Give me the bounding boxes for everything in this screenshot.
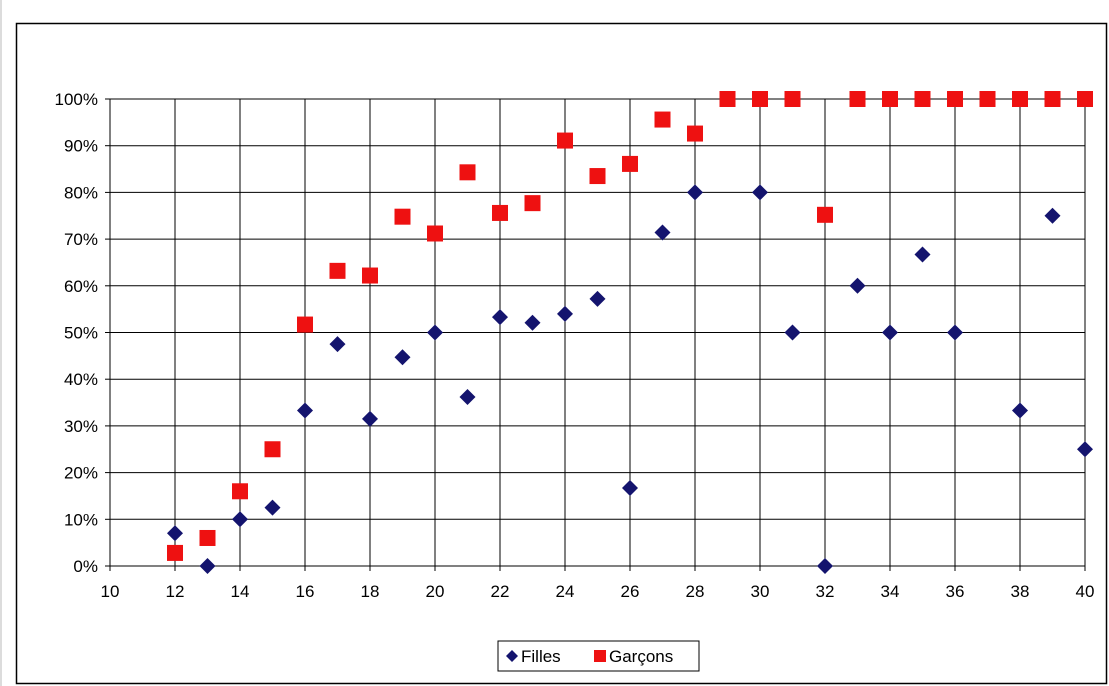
x-tick-label: 28 — [686, 582, 705, 601]
legend-label: Filles — [521, 647, 561, 666]
data-point — [849, 277, 866, 294]
x-tick-label: 22 — [491, 582, 510, 601]
data-point — [654, 111, 671, 128]
y-tick-label: 20% — [64, 464, 98, 483]
x-tick-label: 18 — [361, 582, 380, 601]
data-point — [882, 324, 898, 341]
data-point — [394, 349, 411, 366]
y-tick-label: 90% — [64, 137, 98, 156]
data-point — [459, 164, 476, 181]
x-tick-label: 36 — [946, 582, 965, 601]
data-point — [654, 224, 671, 241]
data-point — [232, 483, 248, 500]
data-point — [719, 91, 736, 107]
data-point — [427, 225, 443, 242]
x-axis-ticks: 10 12 14 16 18 20 22 24 26 28 30 32 34 36 38 40 — [101, 566, 1095, 601]
x-tick-label: 10 — [101, 582, 120, 601]
x-tick-label: 32 — [816, 582, 835, 601]
data-point — [589, 290, 606, 307]
legend-marker — [594, 650, 606, 662]
x-tick-label: 34 — [881, 582, 900, 601]
data-point — [1012, 91, 1028, 107]
x-tick-label: 40 — [1076, 582, 1095, 601]
series-filles — [167, 184, 1093, 574]
legend-marker — [506, 650, 518, 662]
x-tick-label: 14 — [231, 582, 250, 601]
data-point — [817, 206, 833, 223]
data-point — [264, 441, 281, 458]
data-point — [1044, 91, 1061, 107]
y-tick-label: 80% — [64, 183, 98, 202]
y-tick-label: 40% — [64, 370, 98, 389]
data-point — [524, 195, 541, 212]
legend-label: Garçons — [609, 647, 673, 666]
y-tick-label: 10% — [64, 510, 98, 529]
data-point — [784, 324, 801, 341]
y-tick-label: 30% — [64, 417, 98, 436]
y-tick-label: 70% — [64, 230, 98, 249]
chart-area-border — [15, 22, 1108, 685]
data-point — [394, 208, 411, 225]
data-point — [1077, 91, 1093, 107]
x-tick-label: 30 — [751, 582, 770, 601]
data-point — [492, 309, 508, 326]
series-garcons — [167, 91, 1093, 561]
data-point — [914, 246, 931, 263]
data-point — [297, 402, 313, 419]
series-layer — [167, 91, 1093, 574]
data-point — [167, 544, 183, 561]
x-tick-label: 26 — [621, 582, 640, 601]
x-tick-label: 20 — [426, 582, 445, 601]
x-tick-label: 24 — [556, 582, 575, 601]
data-point — [979, 91, 996, 107]
data-point — [1012, 402, 1028, 419]
data-point — [687, 125, 703, 142]
data-point — [199, 529, 216, 546]
data-point — [492, 204, 508, 221]
data-point — [784, 91, 801, 107]
data-point — [817, 558, 833, 574]
y-axis-ticks: 0% 10% 20% 30% 40% 50% 60% 70% 80% 90% 100% — [55, 90, 110, 576]
data-point — [589, 168, 606, 185]
data-point — [622, 480, 638, 497]
data-point — [752, 184, 768, 201]
legend-items: Filles Garçons — [506, 647, 673, 666]
data-point — [1077, 441, 1093, 458]
data-point — [752, 91, 768, 107]
y-tick-label: 60% — [64, 277, 98, 296]
data-point — [947, 91, 963, 107]
data-point — [622, 155, 638, 172]
x-tick-label: 38 — [1011, 582, 1030, 601]
data-point — [329, 262, 346, 279]
data-point — [524, 314, 541, 331]
data-point — [362, 410, 378, 427]
data-point — [329, 336, 346, 353]
data-point — [849, 91, 866, 107]
y-tick-label: 50% — [64, 324, 98, 343]
x-tick-label: 12 — [166, 582, 185, 601]
data-point — [557, 305, 573, 322]
data-point — [427, 324, 443, 341]
data-point — [297, 316, 313, 333]
data-point — [687, 184, 703, 201]
data-point — [199, 558, 216, 574]
data-point — [914, 91, 931, 107]
data-point — [264, 499, 281, 516]
data-point — [167, 525, 183, 542]
data-point — [1044, 207, 1061, 224]
data-point — [232, 511, 248, 528]
legend: Filles Garçons — [497, 640, 700, 672]
data-point — [459, 388, 476, 405]
data-point — [947, 324, 963, 341]
data-point — [557, 132, 573, 149]
data-point — [882, 91, 898, 107]
data-point — [362, 267, 378, 284]
y-tick-label: 0% — [73, 557, 98, 576]
x-tick-label: 16 — [296, 582, 315, 601]
y-tick-label: 100% — [55, 90, 98, 109]
